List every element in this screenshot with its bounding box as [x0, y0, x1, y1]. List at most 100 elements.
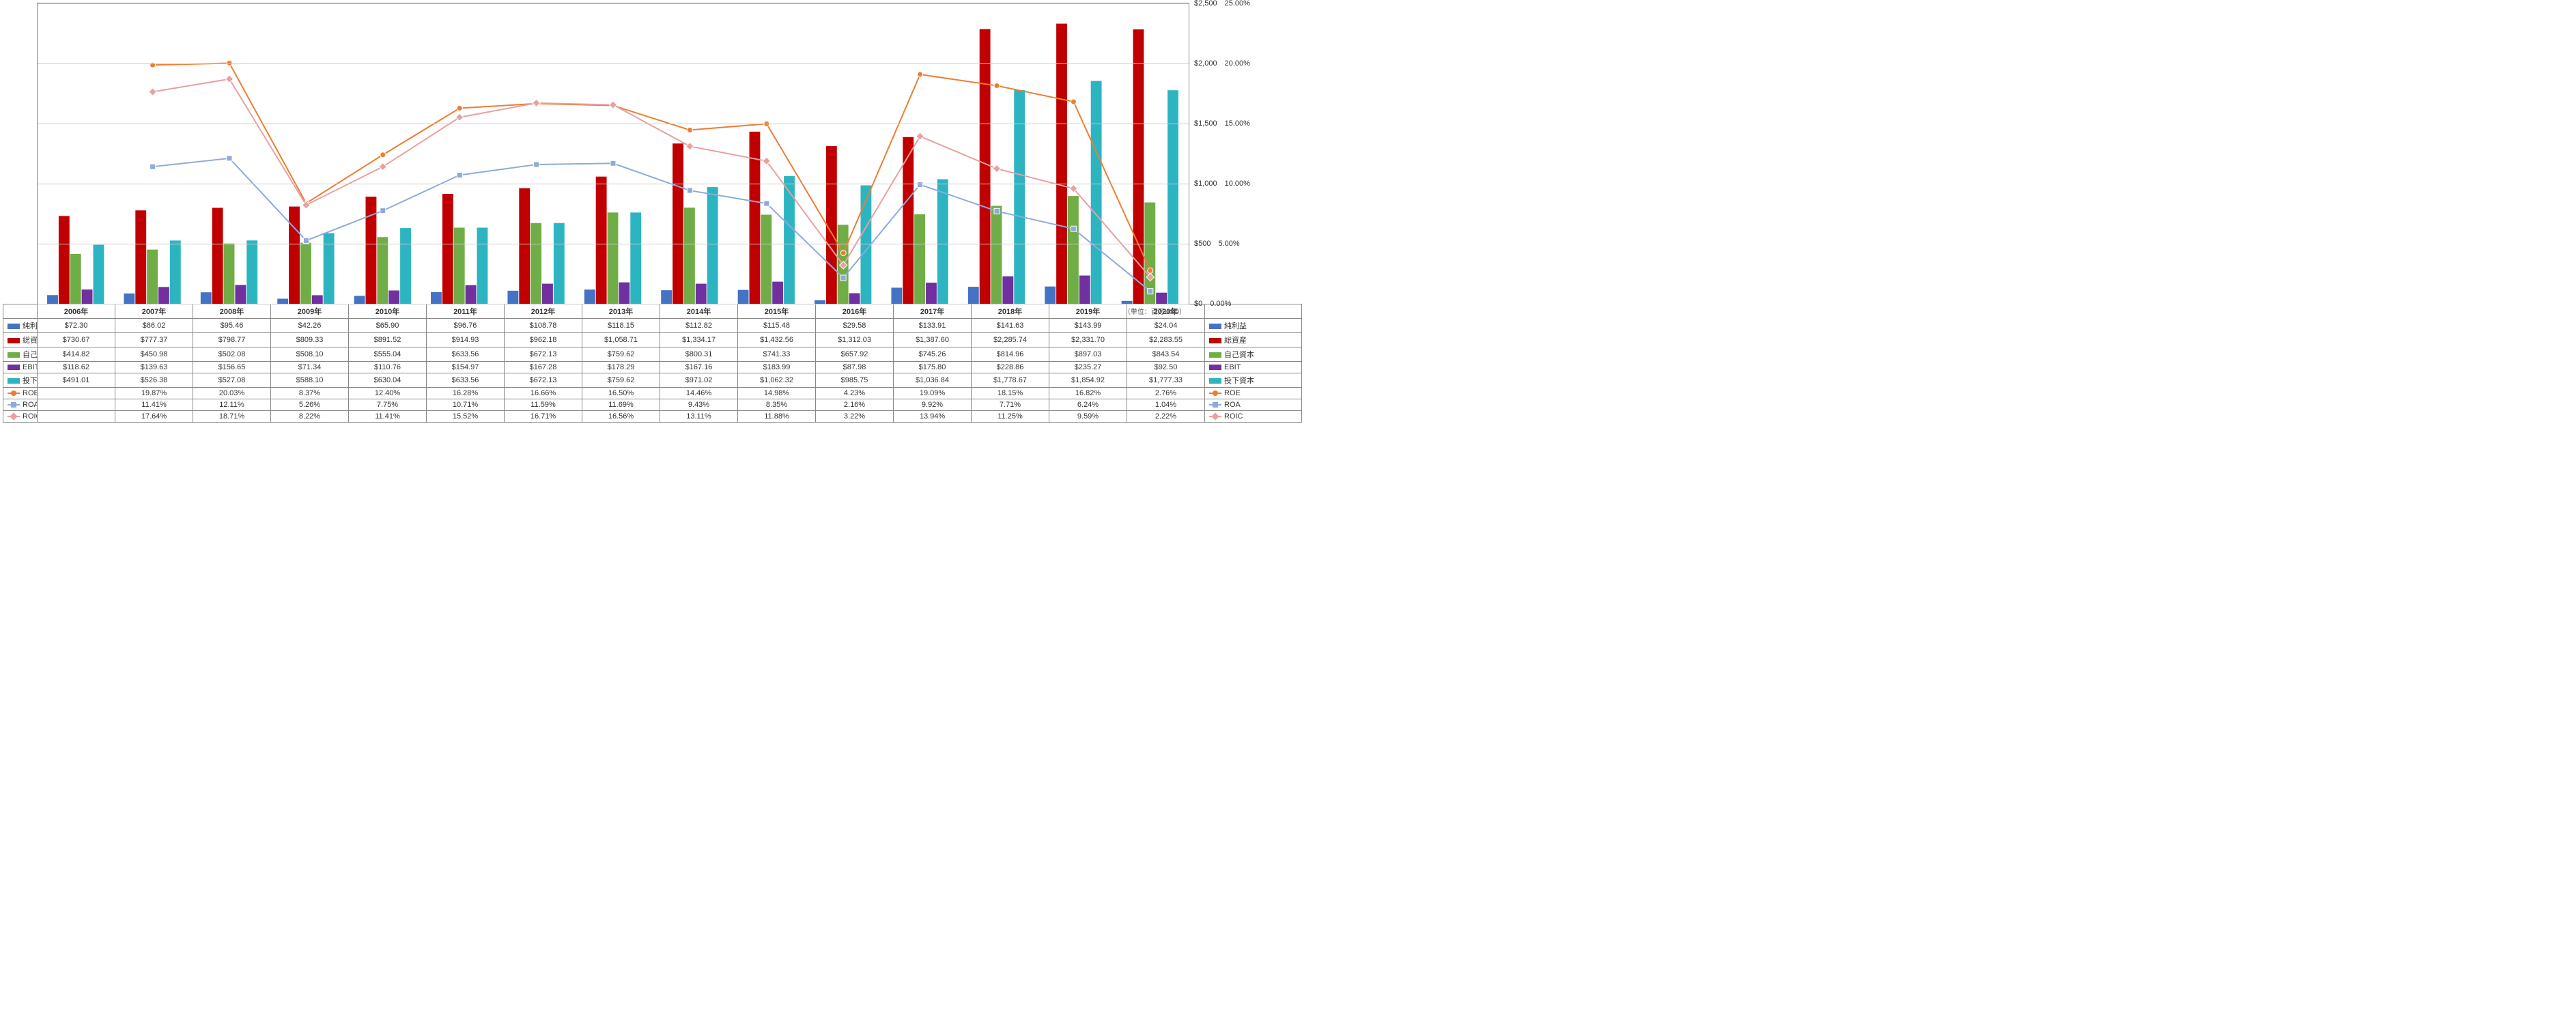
cell-invested_capital: $1,777.33	[1127, 373, 1205, 388]
year-header: 2006年	[38, 304, 115, 319]
year-header: 2007年	[115, 304, 193, 319]
bar-net_income	[738, 290, 749, 304]
marker-roic	[149, 88, 156, 96]
cell-ebit: $118.62	[38, 362, 115, 373]
cell-roa: 10.71%	[427, 399, 505, 411]
marker-roe	[918, 72, 923, 77]
bar-total_assets	[596, 177, 607, 304]
bar-equity	[147, 250, 158, 304]
header-blank-left	[3, 304, 38, 319]
cell-roe: 12.40%	[349, 388, 427, 399]
cell-invested_capital: $1,854.92	[1049, 373, 1127, 388]
year-header: 2017年	[894, 304, 972, 319]
table-row: ROIC17.64%18.71%8.22%11.41%15.52%16.71%1…	[3, 411, 1302, 423]
cell-roa: 9.43%	[660, 399, 738, 411]
cell-roe: 2.76%	[1127, 388, 1205, 399]
cell-equity: $800.31	[660, 347, 738, 362]
row-label-left-ebit: EBIT	[3, 362, 38, 373]
cell-roic: 11.41%	[349, 411, 427, 423]
cell-roe: 18.15%	[972, 388, 1049, 399]
marker-roa	[1071, 226, 1076, 231]
cell-ebit: $167.16	[660, 362, 738, 373]
bar-net_income	[968, 287, 979, 304]
cell-net_income: $42.26	[271, 319, 349, 333]
row-label-left-equity: 自己資本	[3, 347, 38, 362]
bar-ebit	[619, 283, 629, 304]
bar-invested_capital	[246, 240, 257, 304]
bar-equity	[914, 214, 925, 304]
row-label-left-roa: ROA	[3, 399, 38, 411]
cell-total_assets: $1,334.17	[660, 333, 738, 347]
cell-total_assets: $2,285.74	[972, 333, 1049, 347]
cell-net_income: $143.99	[1049, 319, 1127, 333]
bar-equity	[224, 244, 235, 304]
cell-total_assets: $809.33	[271, 333, 349, 347]
cell-invested_capital: $1,062.32	[738, 373, 816, 388]
cell-net_income: $86.02	[115, 319, 193, 333]
bar-ebit	[388, 291, 399, 304]
cell-net_income: $65.90	[349, 319, 427, 333]
cell-equity: $450.98	[115, 347, 193, 362]
bar-invested_capital	[937, 180, 948, 304]
bar-net_income	[277, 299, 288, 304]
cell-ebit: $156.65	[193, 362, 271, 373]
cell-roic: 11.25%	[972, 411, 1049, 423]
marker-roa	[994, 208, 1000, 214]
cell-roa: 1.04%	[1127, 399, 1205, 411]
bar-net_income	[354, 296, 365, 304]
cell-roe: 19.09%	[894, 388, 972, 399]
cell-ebit: $228.86	[972, 362, 1049, 373]
cell-invested_capital: $759.62	[582, 373, 660, 388]
legend-swatch-invested_capital	[1209, 378, 1221, 384]
cell-invested_capital: $588.10	[271, 373, 349, 388]
legend-swatch-roic	[8, 416, 20, 417]
bar-net_income	[431, 292, 442, 304]
bar-total_assets	[59, 216, 70, 304]
cell-roic: 2.22%	[1127, 411, 1205, 423]
marker-roic	[533, 99, 540, 106]
marker-roic	[456, 113, 464, 121]
cell-roa: 11.59%	[505, 399, 582, 411]
cell-roe: 16.28%	[427, 388, 505, 399]
table-row: ROA11.41%12.11%5.26%7.75%10.71%11.59%11.…	[3, 399, 1302, 411]
row-label-left-total_assets: 総資産	[3, 333, 38, 347]
data-table: 2006年2007年2008年2009年2010年2011年2012年2013年…	[3, 304, 1302, 423]
bar-ebit	[772, 282, 783, 304]
cell-roic	[38, 411, 115, 423]
cell-roa	[38, 399, 115, 411]
cell-roic: 17.64%	[115, 411, 193, 423]
row-label-left-roic: ROIC	[3, 411, 38, 423]
bar-total_assets	[366, 197, 377, 304]
marker-roe	[1148, 268, 1153, 273]
cell-net_income: $118.15	[582, 319, 660, 333]
legend-swatch-net_income	[1209, 324, 1221, 329]
cell-total_assets: $962.18	[505, 333, 582, 347]
cell-ebit: $71.34	[271, 362, 349, 373]
cell-roic: 8.22%	[271, 411, 349, 423]
bar-invested_capital	[554, 223, 565, 304]
grid-line	[38, 3, 1189, 4]
marker-roic	[993, 165, 1000, 172]
bar-total_assets	[519, 188, 530, 304]
combo-chart: （単位：百万USD） $0 0.00%$500 5.00%$1,000 10.0…	[37, 3, 1189, 304]
cell-net_income: $95.46	[193, 319, 271, 333]
cell-ebit: $154.97	[427, 362, 505, 373]
row-label-right-net_income: 純利益	[1205, 319, 1302, 333]
row-label-right-equity: 自己資本	[1205, 347, 1302, 362]
legend-swatch-roa	[8, 404, 20, 406]
cell-total_assets: $1,387.60	[894, 333, 972, 347]
bar-total_assets	[442, 194, 453, 304]
marker-roa	[764, 201, 769, 206]
cell-roa: 9.92%	[894, 399, 972, 411]
cell-roe: 14.98%	[738, 388, 816, 399]
cell-invested_capital: $526.38	[115, 373, 193, 388]
cell-roic: 16.56%	[582, 411, 660, 423]
row-label-right-total_assets: 総資産	[1205, 333, 1302, 347]
year-header: 2009年	[271, 304, 349, 319]
cell-roic: 16.71%	[505, 411, 582, 423]
cell-roa: 5.26%	[271, 399, 349, 411]
y-axis-label: $0 0.00%	[1194, 300, 1283, 308]
cell-equity: $814.96	[972, 347, 1049, 362]
year-header: 2015年	[738, 304, 816, 319]
bar-equity	[761, 215, 772, 304]
